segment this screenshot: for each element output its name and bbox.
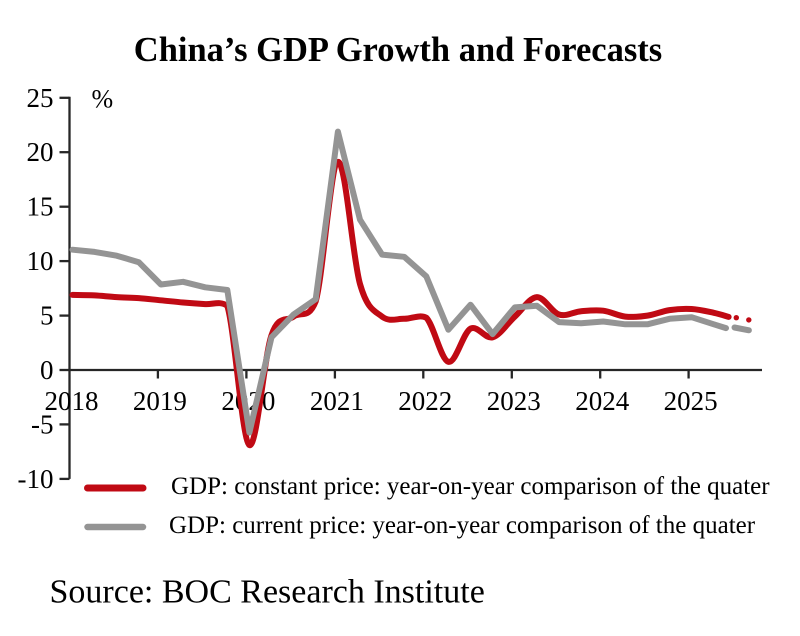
svg-text:-10: -10 xyxy=(18,464,54,494)
svg-text:-5: -5 xyxy=(31,409,54,439)
svg-text:2024: 2024 xyxy=(575,386,630,416)
svg-text:5: 5 xyxy=(40,301,54,331)
svg-text:25: 25 xyxy=(27,83,54,113)
svg-text:0: 0 xyxy=(40,355,54,385)
svg-text:China’s GDP Growth and Forecas: China’s GDP Growth and Forecasts xyxy=(134,31,662,69)
svg-text:2021: 2021 xyxy=(310,386,364,416)
svg-text:GDP: current price: year-on-ye: GDP: current price: year-on-year compari… xyxy=(169,512,756,539)
svg-text:2022: 2022 xyxy=(398,386,452,416)
svg-text:10: 10 xyxy=(27,246,54,276)
svg-text:2018: 2018 xyxy=(45,386,99,416)
svg-text:15: 15 xyxy=(27,192,54,222)
svg-text:%: % xyxy=(92,85,114,114)
svg-text:2023: 2023 xyxy=(487,386,541,416)
svg-text:2019: 2019 xyxy=(133,386,187,416)
svg-text:Source: BOC Research Institute: Source: BOC Research Institute xyxy=(50,573,485,610)
svg-text:2025: 2025 xyxy=(664,386,718,416)
svg-text:20: 20 xyxy=(27,137,54,167)
svg-text:GDP: constant price: year-on-y: GDP: constant price: year-on-year compar… xyxy=(171,473,770,500)
